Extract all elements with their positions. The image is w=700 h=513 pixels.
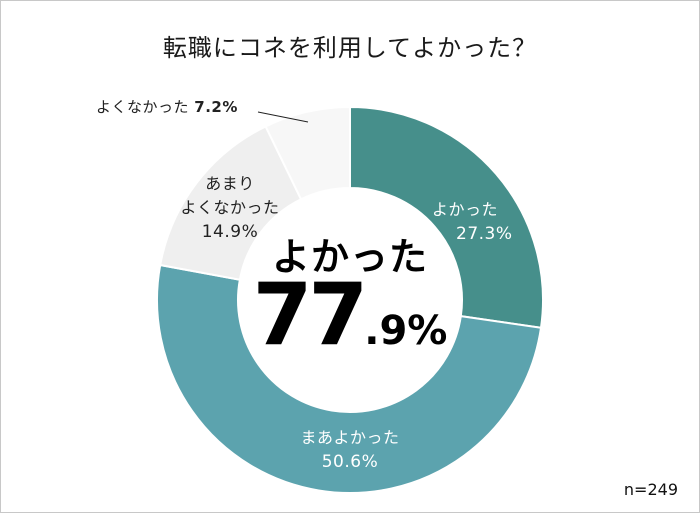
segment-good [349, 105, 544, 329]
segment-label-good: よかった 27.3% [432, 198, 542, 246]
segment-name: まあよかった [300, 428, 400, 447]
center-value-integer: 77 [252, 265, 369, 365]
segment-label-somewhat-good: まあよかった 50.6% [275, 426, 425, 474]
segment-somewhat-good [156, 263, 543, 494]
segment-name-line1: あまり [205, 174, 255, 193]
leader-line [257, 111, 309, 123]
segment-label-not-very-good: あまり よくなかった 14.9% [175, 172, 285, 244]
center-caption: よかった [271, 235, 428, 279]
center-value-decimal: .9% [364, 308, 448, 354]
segment-not-good [264, 105, 351, 201]
segment-percent: 7.2% [194, 98, 238, 116]
segment-percent: 50.6% [321, 452, 379, 472]
segment-label-not-good: よくなかった 7.2% [96, 96, 238, 117]
donut-segments [156, 105, 544, 494]
segment-name: よくなかった [96, 98, 190, 116]
segment-percent: 14.9% [201, 222, 259, 242]
sample-size: n=249 [623, 480, 678, 499]
chart-title: 転職にコネを利用してよかった？ [162, 34, 538, 62]
segment-percent: 27.3% [456, 224, 513, 244]
segment-name: よかった [432, 200, 499, 219]
center-value: 77.9% [238, 270, 462, 384]
segment-name-line2: よくなかった [180, 198, 280, 217]
